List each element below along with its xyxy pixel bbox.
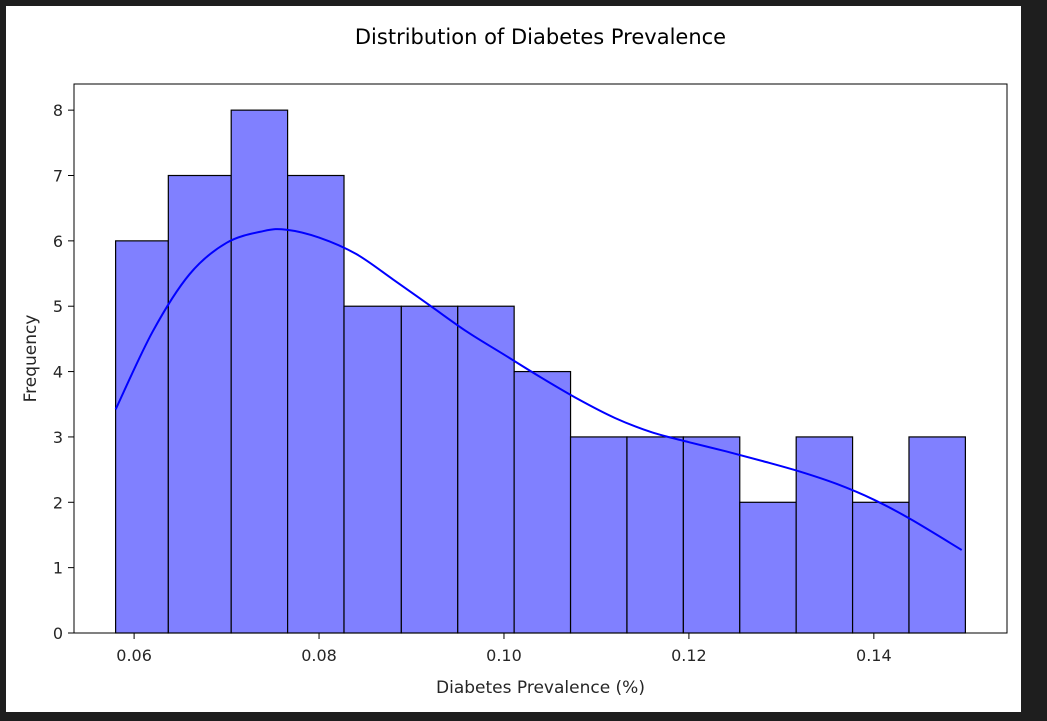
histogram-bar-11 bbox=[739, 501, 797, 634]
kde-curve bbox=[114, 228, 963, 551]
x-axis-ticks: 0.06 0.08 0.10 0.12 0.14 bbox=[116, 633, 892, 665]
y-tick-label: 4 bbox=[53, 363, 63, 382]
histogram-bar-0 bbox=[115, 240, 169, 634]
histogram-bar-10 bbox=[682, 436, 741, 634]
histogram-bar-4 bbox=[343, 305, 402, 634]
x-tick-label: 0.08 bbox=[301, 646, 337, 665]
histogram-bar-9 bbox=[626, 436, 684, 634]
histogram-bar-2 bbox=[230, 109, 289, 634]
x-tick-label: 0.12 bbox=[671, 646, 707, 665]
y-axis-label: Frequency bbox=[21, 315, 41, 403]
histogram-bar-8 bbox=[569, 436, 628, 634]
histogram-chart: 0.06 0.08 0.10 0.12 0.14 0 1 2 3 4 5 6 7 8 Distribut… bbox=[21, 25, 1008, 698]
kde-group bbox=[114, 228, 963, 551]
histogram-bar-3 bbox=[287, 174, 345, 634]
histogram-bar-1 bbox=[167, 174, 232, 634]
y-tick-label: 0 bbox=[53, 624, 63, 643]
y-tick-label: 5 bbox=[53, 297, 63, 316]
x-tick-label: 0.10 bbox=[486, 646, 522, 665]
chart-title: Distribution of Diabetes Prevalence bbox=[355, 25, 726, 49]
y-tick-label: 7 bbox=[53, 167, 63, 186]
x-axis-label: Diabetes Prevalence (%) bbox=[436, 678, 645, 698]
y-tick-label: 6 bbox=[53, 232, 63, 251]
histogram-bar-5 bbox=[400, 305, 459, 634]
x-tick-label: 0.06 bbox=[116, 646, 152, 665]
histogram-bar-13 bbox=[851, 501, 910, 634]
y-tick-label: 2 bbox=[53, 493, 63, 512]
histogram-bar-12 bbox=[795, 436, 854, 634]
y-tick-label: 1 bbox=[53, 559, 63, 578]
histogram-bar-6 bbox=[457, 305, 515, 634]
plot-frame bbox=[73, 83, 1008, 634]
y-tick-label: 8 bbox=[53, 101, 63, 120]
y-tick-label: 3 bbox=[53, 428, 63, 447]
chart-figure: 0.06 0.08 0.10 0.12 0.14 0 1 2 3 4 5 6 7 8 Distribut… bbox=[6, 6, 1021, 712]
histogram-bar-7 bbox=[513, 370, 572, 634]
x-tick-label: 0.14 bbox=[856, 646, 892, 665]
y-axis-ticks: 0 1 2 3 4 5 6 7 8 bbox=[53, 101, 74, 643]
bars-group bbox=[115, 109, 966, 634]
